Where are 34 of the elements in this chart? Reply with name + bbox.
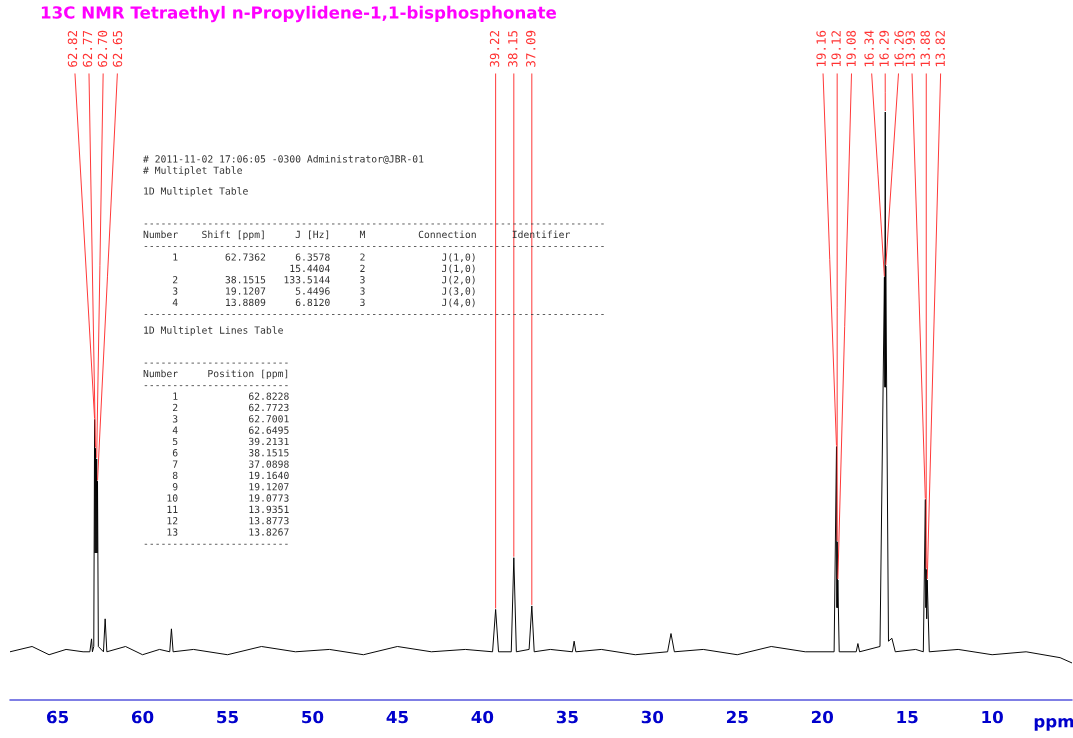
chart-title: 13C NMR Tetraethyl n-Propylidene-1,1-bisphosphonate	[41, 5, 557, 23]
annotation: 37.09	[526, 30, 536, 67]
x-tick-label: 40	[471, 710, 494, 724]
x-tick-label: 45	[386, 710, 408, 724]
x-tick-label: 10	[982, 710, 1003, 724]
x-tick-label: 30	[641, 710, 664, 724]
annotation: 1D Multiplet Lines Table	[144, 326, 283, 336]
annotation: 19.16	[816, 30, 826, 67]
annotation: 16.26	[894, 30, 904, 67]
x-axis-title: ppm	[1034, 718, 1073, 731]
annotation: 39.22	[489, 31, 500, 67]
annotation: 13.82	[935, 31, 945, 67]
annotation: 13.88	[920, 30, 930, 67]
text: ------------------------- Number Position [ppm] ------------------------- 1 62.8228 2 62.7723 3 62.7001 4 62.6495 5 39.2131 6 38.1515 7 37.0898 8 19.1640 9 19.1207 10 19.0773 11 13.9351 12 13.8773 13 13.8267 -------------------------	[143, 362, 289, 545]
x-tick-label: 20	[811, 710, 834, 724]
annotation: 13.93	[905, 30, 915, 67]
x-tick-label: 60	[131, 710, 154, 724]
x-tick-label: 35	[556, 710, 578, 724]
annotation: 38.15	[508, 31, 518, 67]
x-tick-label: 25	[726, 710, 748, 724]
annotation: 62.77	[82, 30, 93, 67]
x-tick-label: 50	[302, 710, 324, 724]
x-tick-label: 55	[217, 710, 238, 724]
annotation: 16.29	[879, 30, 889, 67]
annotation: # 2011-11-02 17:06:05 -0300 Administrator@JBR-01 # Multiplet Table	[143, 155, 424, 176]
annotation: 62.70	[97, 30, 108, 67]
annotation: 19.08	[846, 30, 856, 67]
annotation: 62.65	[112, 31, 123, 67]
annotation: 1D Multiplet Table	[144, 187, 248, 197]
x-tick-label: 65	[47, 710, 69, 724]
annotation: 16.34	[864, 30, 874, 67]
annotation: 62.82	[67, 31, 78, 67]
x-tick-label: 15	[897, 710, 918, 724]
annotation: 19.12	[831, 31, 841, 67]
